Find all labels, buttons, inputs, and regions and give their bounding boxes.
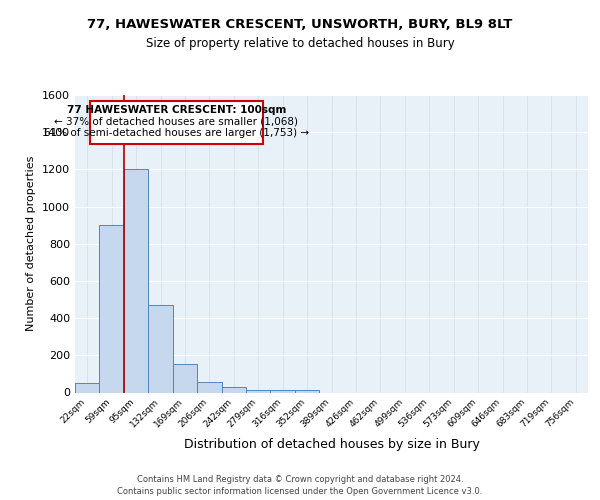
Bar: [221, 387, 246, 392]
Bar: [295, 390, 319, 392]
Text: Size of property relative to detached houses in Bury: Size of property relative to detached ho…: [146, 38, 454, 51]
Bar: [271, 390, 295, 392]
X-axis label: Distribution of detached houses by size in Bury: Distribution of detached houses by size …: [184, 438, 479, 451]
Text: Contains HM Land Registry data © Crown copyright and database right 2024.: Contains HM Land Registry data © Crown c…: [137, 475, 463, 484]
Text: 61% of semi-detached houses are larger (1,753) →: 61% of semi-detached houses are larger (…: [44, 128, 309, 138]
Bar: [197, 382, 221, 392]
Text: ← 37% of detached houses are smaller (1,068): ← 37% of detached houses are smaller (1,…: [55, 116, 298, 126]
Bar: [246, 390, 271, 392]
Bar: [124, 170, 148, 392]
Bar: [148, 305, 173, 392]
Text: Contains public sector information licensed under the Open Government Licence v3: Contains public sector information licen…: [118, 487, 482, 496]
Bar: [173, 364, 197, 392]
FancyBboxPatch shape: [89, 100, 263, 144]
Y-axis label: Number of detached properties: Number of detached properties: [26, 156, 37, 332]
Bar: [75, 383, 100, 392]
Bar: [100, 225, 124, 392]
Text: 77 HAWESWATER CRESCENT: 100sqm: 77 HAWESWATER CRESCENT: 100sqm: [67, 106, 286, 116]
Text: 77, HAWESWATER CRESCENT, UNSWORTH, BURY, BL9 8LT: 77, HAWESWATER CRESCENT, UNSWORTH, BURY,…: [88, 18, 512, 30]
